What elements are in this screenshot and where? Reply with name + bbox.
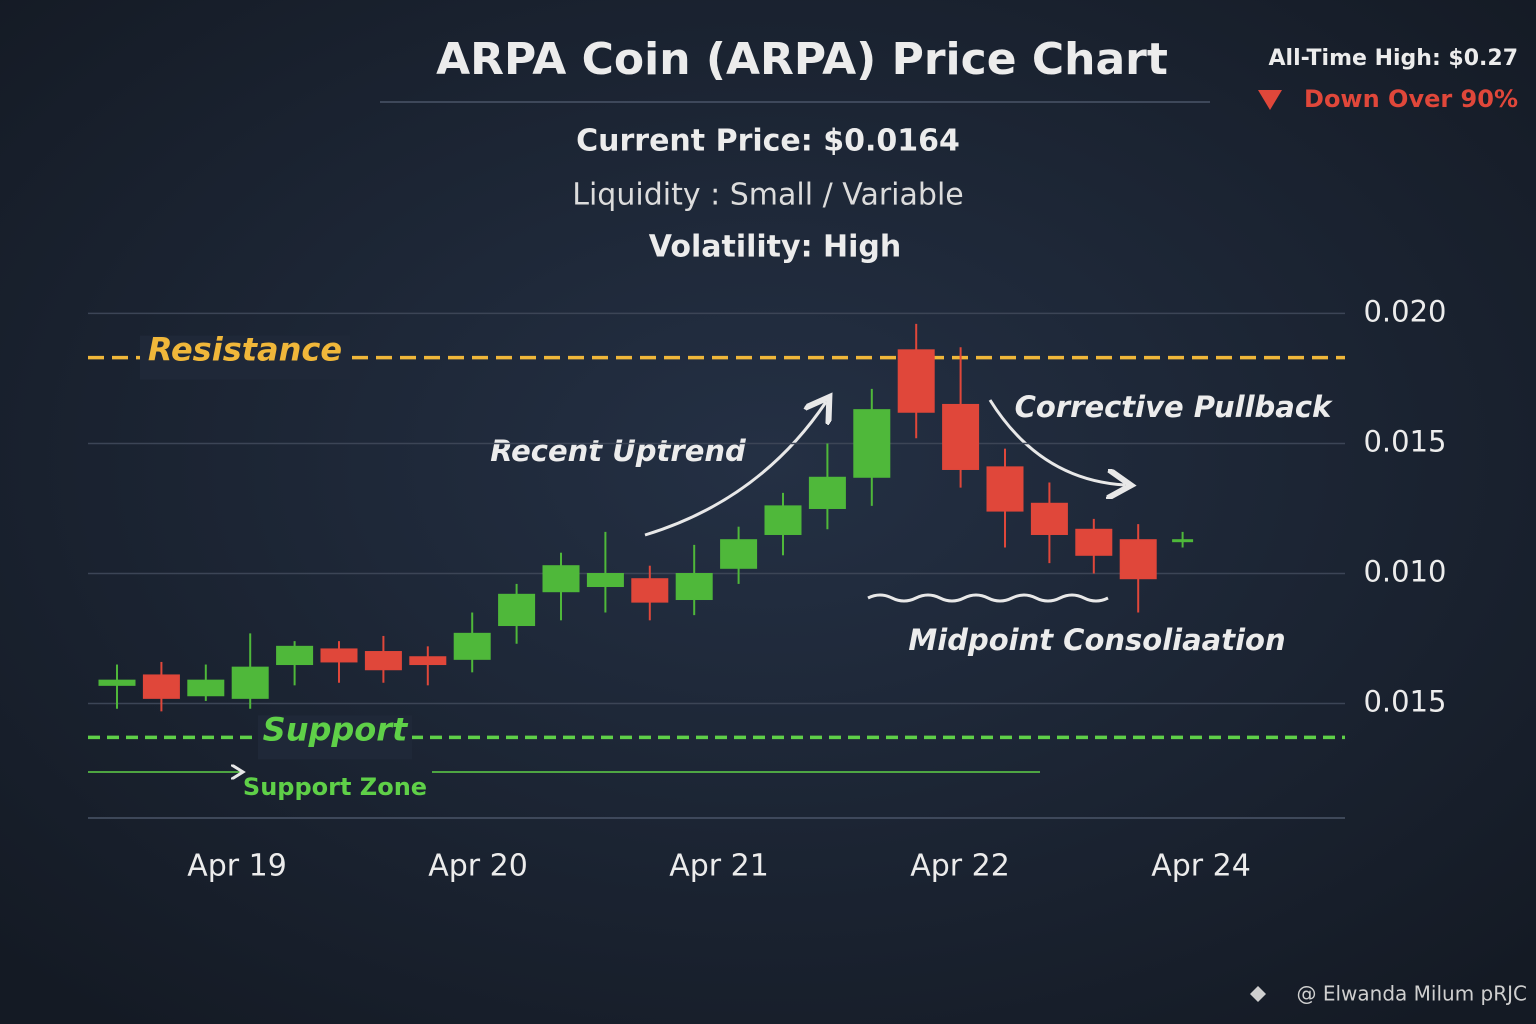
consolidation-wave [867, 593, 1109, 603]
candle-body [409, 656, 447, 666]
resistance-label-bg [140, 335, 350, 380]
candle-body [942, 403, 980, 470]
candle-body [986, 466, 1024, 512]
support-label: Support [263, 710, 409, 748]
candle-body [853, 409, 891, 478]
candle-body [631, 578, 669, 603]
candle-body [586, 573, 624, 588]
resistance-label: Resistance [148, 331, 342, 369]
change-label: Down Over 90% [1304, 85, 1518, 113]
candle-body [897, 349, 935, 413]
candle-body [320, 648, 358, 663]
candle-body [1030, 502, 1068, 535]
candle-body [1172, 539, 1194, 543]
candle-body [542, 565, 580, 593]
pullback-arrow [988, 399, 1125, 485]
subtitle: Volatility: High [649, 230, 901, 265]
annotation: Recent Uptrend [490, 434, 746, 468]
candle-body [364, 651, 402, 671]
candle-body [98, 679, 136, 686]
candle-body [453, 632, 491, 660]
watermark: @ Elwanda Milum pRJC [1297, 982, 1528, 1006]
x-tick-label: Apr 19 [187, 849, 287, 884]
annotation: Support Zone [243, 773, 427, 801]
trend-arrow [644, 402, 826, 537]
subtitle: Liquidity : Small / Variable [572, 178, 963, 213]
candle-body [764, 505, 802, 535]
x-tick-label: Apr 24 [1151, 849, 1251, 884]
annotation: Midpoint Consoliaation [908, 623, 1285, 657]
candle-body [187, 679, 225, 697]
chart-title: ARPA Coin (ARPA) Price Chart [436, 34, 1168, 85]
candle-body [675, 573, 713, 601]
annotation: Corrective Pullback [1015, 390, 1333, 424]
down-icon [1258, 90, 1282, 110]
candle-body [720, 539, 758, 569]
x-tick-label: Apr 20 [428, 849, 528, 884]
y-tick-label: 0.020 [1363, 294, 1446, 328]
x-tick-label: Apr 22 [910, 849, 1010, 884]
candle-body [498, 593, 536, 627]
candle-body [276, 645, 314, 666]
y-tick-label: 0.015 [1363, 685, 1446, 719]
ath-label: All-Time High: $0.27 [1269, 46, 1518, 71]
candle-body [1119, 539, 1157, 580]
candle-body [1075, 528, 1113, 556]
support-label-bg [258, 715, 412, 760]
y-tick-label: 0.015 [1363, 424, 1446, 458]
x-tick-label: Apr 21 [669, 849, 769, 884]
candle-body [808, 476, 846, 509]
candle-body [231, 666, 269, 699]
subtitle: Current Price: $0.0164 [576, 124, 960, 159]
y-tick-label: 0.010 [1363, 555, 1446, 589]
watermark-icon [1250, 986, 1266, 1002]
candle-body [142, 674, 180, 699]
